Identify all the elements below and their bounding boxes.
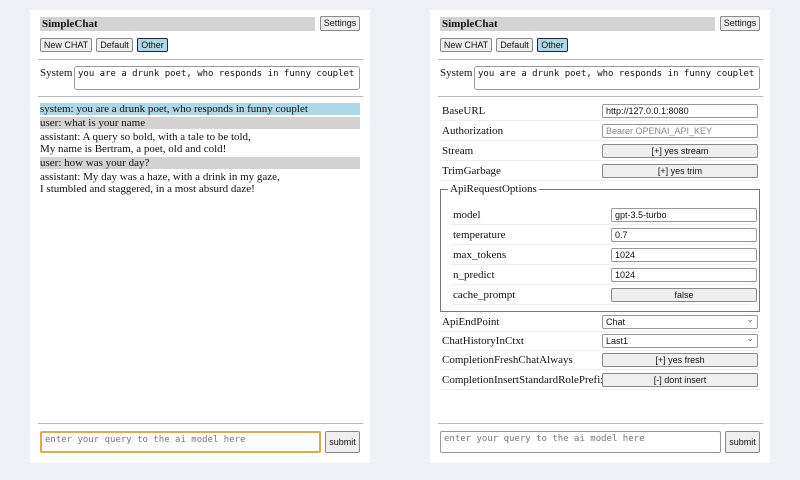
label: model [453,209,481,221]
authorization-input[interactable]: Bearer OPENAI_API_KEY [602,124,758,138]
new-chat-button[interactable]: New CHAT [40,38,92,52]
label: BaseURL [442,105,486,117]
message-line: system: you are a drunk poet, who respon… [40,103,308,115]
label: ChatHistoryInCtxt [442,335,524,347]
system-label: System [440,67,473,79]
label: ApiEndPoint [442,316,500,328]
default-chat-button[interactable]: Default [96,38,133,52]
settings-button[interactable]: Settings [320,16,360,31]
label: CompletionInsertStandardRolePrefix [442,374,606,386]
setting-baseurl: BaseURL http://127.0.0.1:8080 [440,103,760,121]
setting-chat-history: ChatHistoryInCtxt Last1 [440,332,760,351]
cache-prompt-toggle[interactable]: false [611,288,757,302]
chat-panel: SimpleChat Settings New CHAT Default Oth… [30,10,370,463]
setting-fresh-chat: CompletionFreshChatAlways [+] yes fresh [440,352,760,370]
divider [38,59,363,60]
label: Authorization [442,125,504,137]
setting-max-tokens: max_tokens 1024 [451,247,757,265]
message-line: user: what is your name [40,117,146,129]
message-line: My name is Bertram, a poet, old and cold… [40,143,227,155]
fieldset-legend: ApiRequestOptions [448,183,539,195]
new-chat-button[interactable]: New CHAT [440,38,492,52]
system-label: System [40,67,73,79]
submit-button[interactable]: submit [325,431,360,453]
role-prefix-toggle[interactable]: [-] dont insert [602,373,758,387]
setting-model: model gpt-3.5-turbo [451,207,757,225]
app-title: SimpleChat [40,17,315,31]
model-input[interactable]: gpt-3.5-turbo [611,208,757,222]
divider [438,96,763,97]
query-input[interactable]: enter your query to the ai model here [440,431,721,453]
message-user: user: how was your day? [40,157,360,169]
chat-history-select[interactable]: Last1 [602,332,758,348]
api-endpoint-select[interactable]: Chat [602,313,758,329]
divider [38,423,363,424]
baseurl-input[interactable]: http://127.0.0.1:8080 [602,104,758,118]
setting-api-endpoint: ApiEndPoint Chat [440,313,760,332]
label: max_tokens [453,249,507,261]
label: TrimGarbage [442,165,501,177]
setting-n-predict: n_predict 1024 [451,267,757,285]
divider [438,423,763,424]
max-tokens-input[interactable]: 1024 [611,248,757,262]
message-assistant: assistant: A query so bold, with a tale … [40,131,360,155]
chat-messages: system: you are a drunk poet, who respon… [40,103,360,197]
stream-toggle[interactable]: [+] yes stream [602,144,758,158]
message-line: user: how was your day? [40,157,150,169]
label: CompletionFreshChatAlways [442,354,573,366]
trimgarbage-toggle[interactable]: [+] yes trim [602,164,758,178]
api-request-options-fieldset: model gpt-3.5-turbo temperature 0.7 max_to… [440,189,760,312]
divider [438,59,763,60]
label: Stream [442,145,474,157]
n-predict-input[interactable]: 1024 [611,268,757,282]
setting-cache-prompt: cache_prompt false [451,287,757,305]
setting-role-prefix: CompletionInsertStandardRolePrefix [-] do… [440,372,760,390]
system-prompt-input[interactable]: you are a drunk poet, who responds in fu… [474,66,760,90]
setting-authorization: Authorization Bearer OPENAI_API_KEY [440,123,760,141]
system-prompt-input[interactable]: you are a drunk poet, who responds in fu… [74,66,360,90]
settings-panel: SimpleChat Settings New CHAT Default Oth… [430,10,770,463]
setting-temperature: temperature 0.7 [451,227,757,245]
submit-button[interactable]: submit [725,431,760,453]
message-line: assistant: My day was a haze, with a dri… [40,171,280,183]
label: n_predict [453,269,495,281]
divider [38,96,363,97]
query-input[interactable]: enter your query to the ai model here [40,431,321,453]
label: temperature [453,229,506,241]
label: cache_prompt [453,289,516,301]
other-chat-button[interactable]: Other [537,38,568,52]
setting-stream: Stream [+] yes stream [440,143,760,161]
setting-trimgarbage: TrimGarbage [+] yes trim [440,163,760,181]
message-line: I stumbled and staggered, in a most absu… [40,183,255,195]
default-chat-button[interactable]: Default [496,38,533,52]
message-system: system: you are a drunk poet, who respon… [40,103,360,115]
other-chat-button[interactable]: Other [137,38,168,52]
temperature-input[interactable]: 0.7 [611,228,757,242]
app-title: SimpleChat [440,17,715,31]
message-user: user: what is your name [40,117,360,129]
settings-button[interactable]: Settings [720,16,760,31]
message-line: assistant: A query so bold, with a tale … [40,131,251,143]
fresh-chat-toggle[interactable]: [+] yes fresh [602,353,758,367]
message-assistant: assistant: My day was a haze, with a dri… [40,171,360,195]
